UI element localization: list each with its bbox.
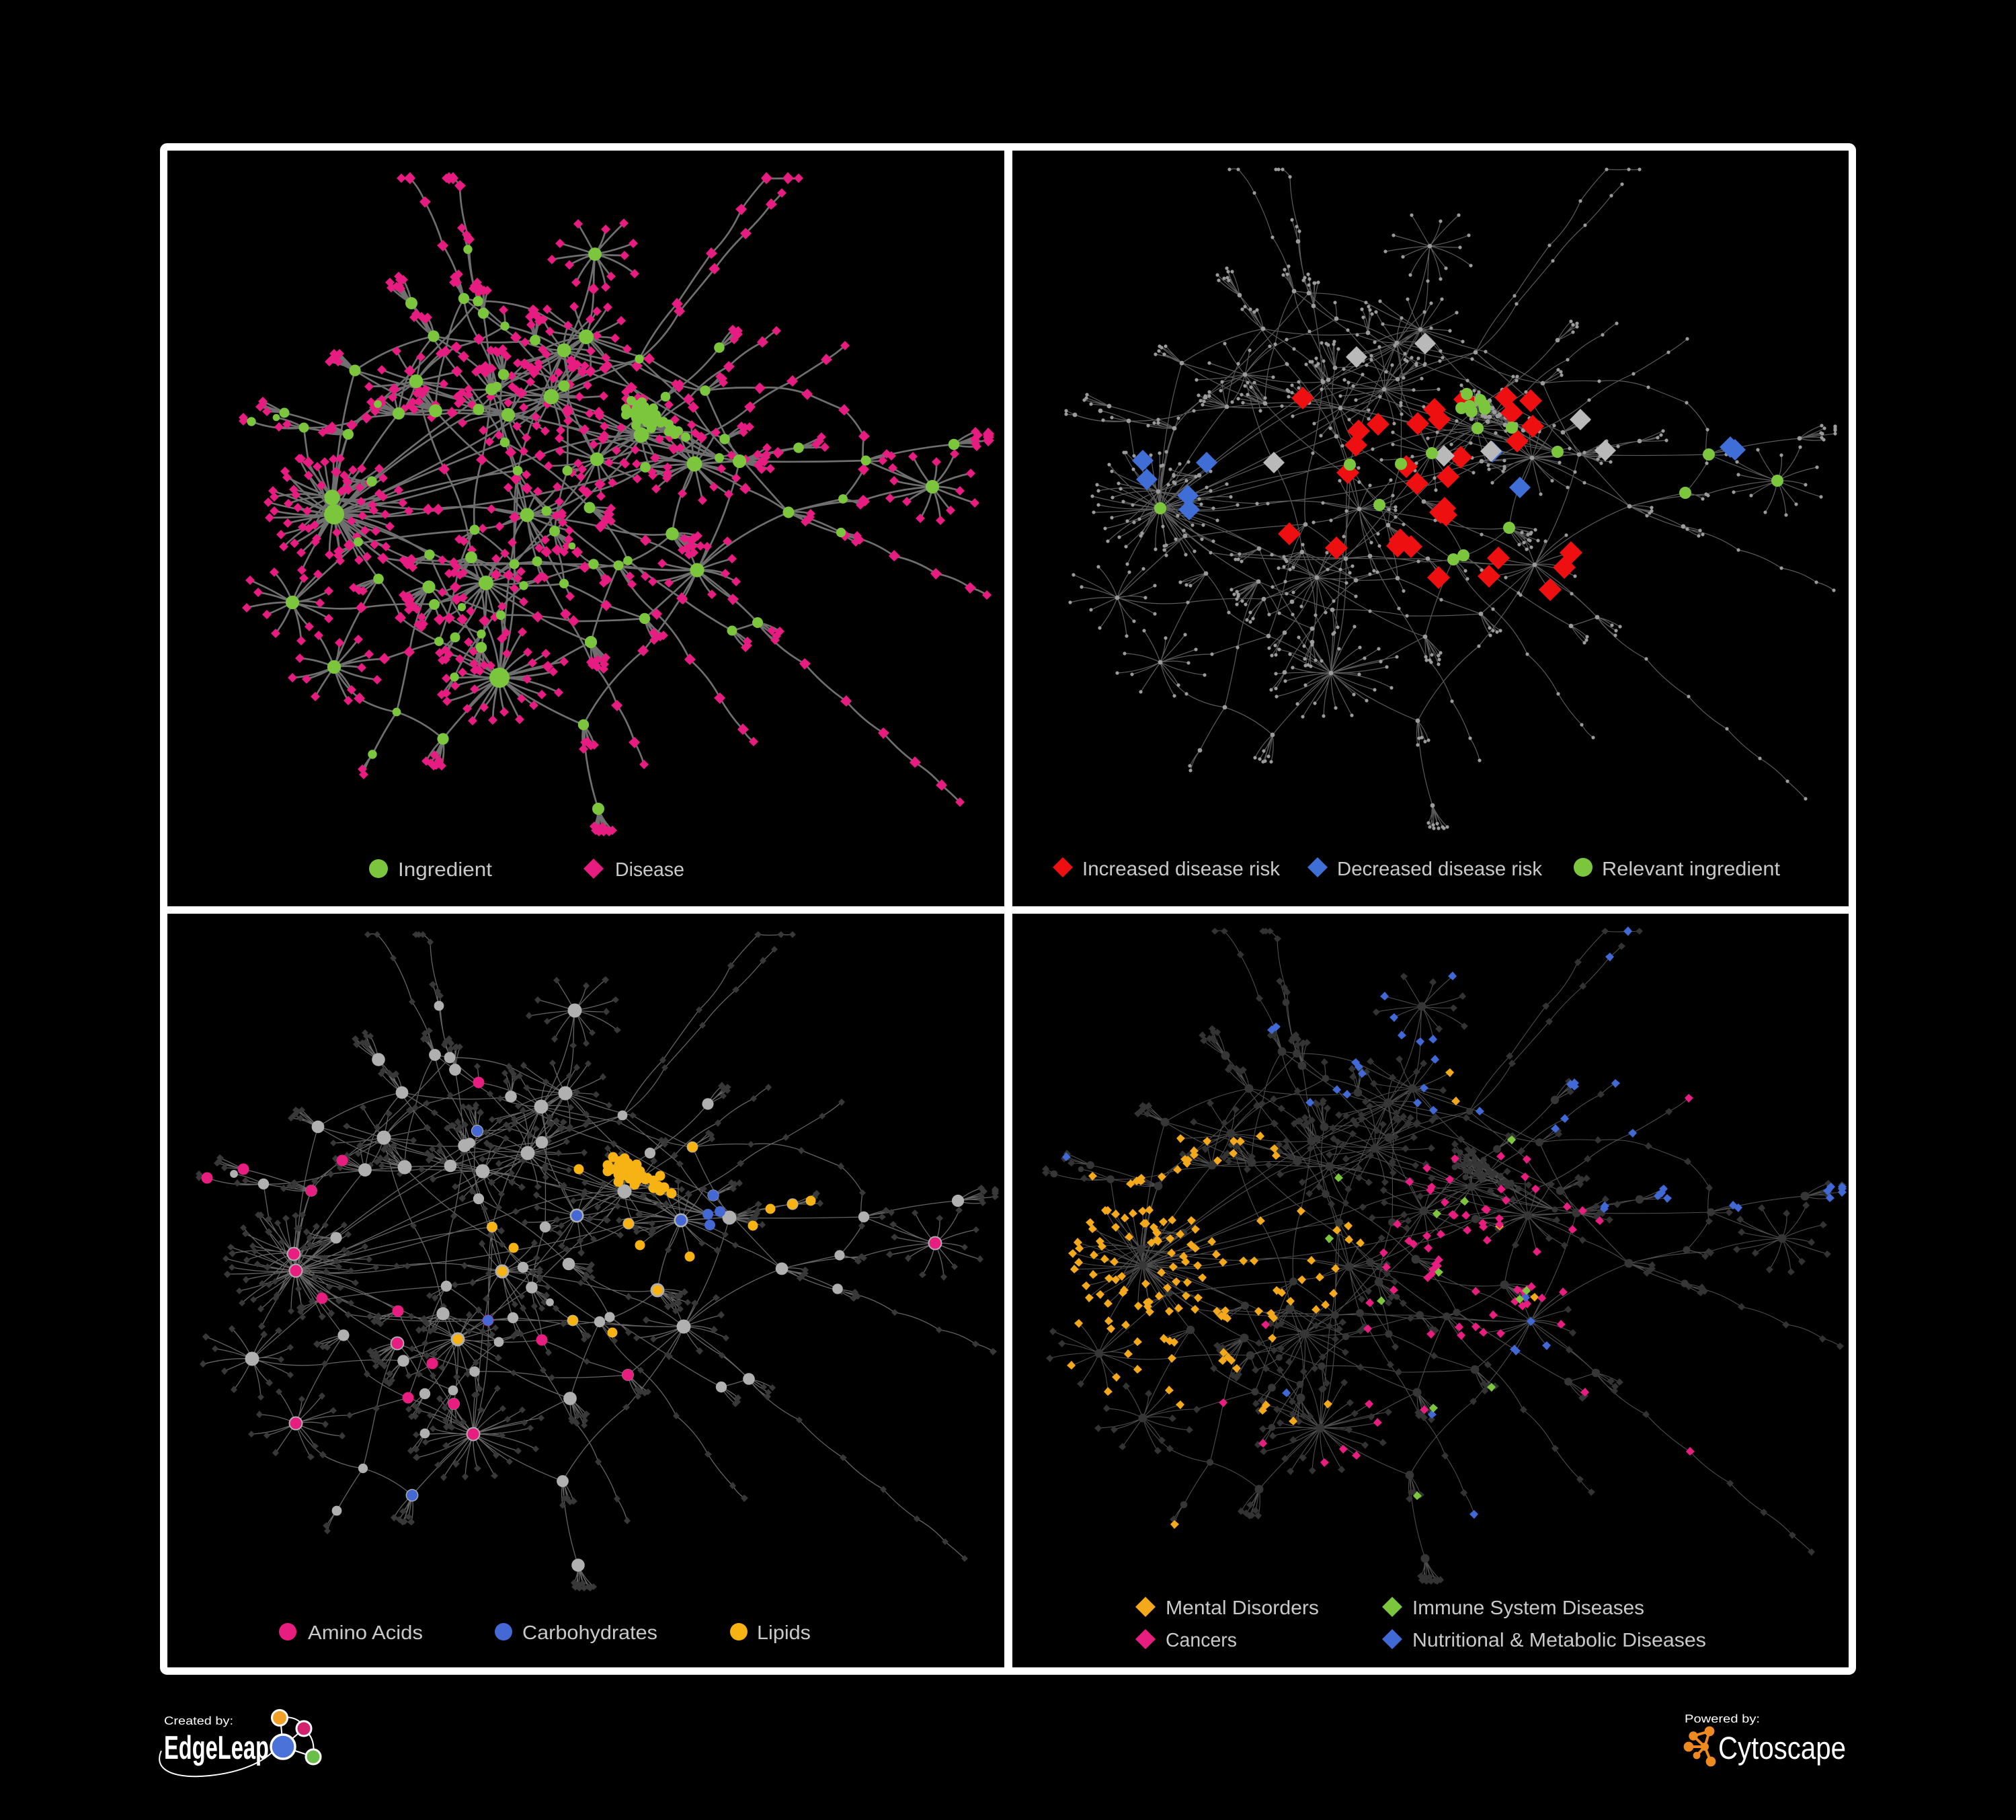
svg-text:Decreased disease risk: Decreased disease risk	[1337, 859, 1542, 880]
svg-text:Mental Disorders: Mental Disorders	[1166, 1597, 1319, 1619]
svg-text:EdgeLeap: EdgeLeap	[164, 1730, 269, 1766]
svg-text:Increased disease risk: Increased disease risk	[1082, 859, 1281, 880]
svg-text:Cytoscape: Cytoscape	[1718, 1730, 1846, 1766]
svg-text:Ingredient: Ingredient	[398, 859, 492, 881]
svg-text:Carbohydrates: Carbohydrates	[522, 1622, 657, 1644]
svg-text:Amino Acids: Amino Acids	[308, 1622, 423, 1644]
svg-text:Powered by:: Powered by:	[1685, 1712, 1760, 1725]
svg-text:Lipids: Lipids	[757, 1622, 811, 1644]
svg-text:Created by:: Created by:	[164, 1714, 233, 1727]
svg-text:Immune System Diseases: Immune System Diseases	[1412, 1597, 1644, 1619]
svg-text:Cancers: Cancers	[1166, 1630, 1237, 1651]
svg-text:Nutritional & Metabolic Diseas: Nutritional & Metabolic Diseases	[1412, 1630, 1706, 1651]
svg-text:Relevant ingredient: Relevant ingredient	[1602, 859, 1780, 880]
svg-text:Disease: Disease	[615, 859, 684, 881]
